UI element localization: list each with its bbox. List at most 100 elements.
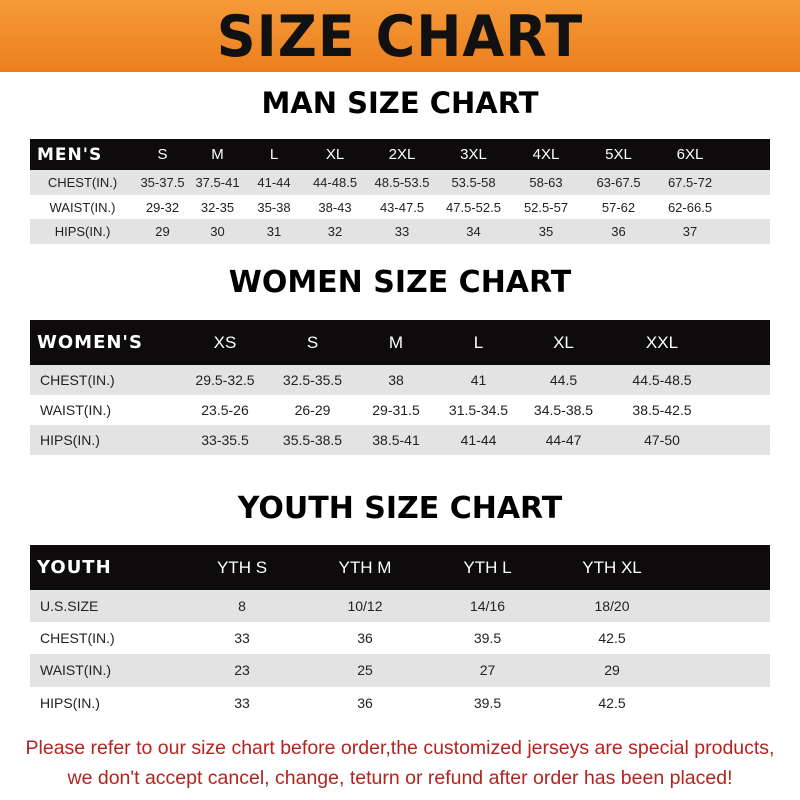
men-section-title: MAN SIZE CHART <box>261 86 539 120</box>
table-cell: 38 <box>388 372 404 388</box>
order-notice-line-1: Please refer to our size chart before or… <box>25 737 775 759</box>
table-cell: M <box>211 146 224 163</box>
table-cell: 18/20 <box>594 598 630 615</box>
table-cell: 32 <box>327 224 343 240</box>
table-cell: 30 <box>210 224 225 240</box>
table-cell: 43-47.5 <box>379 199 425 215</box>
table-cell: 44-48.5 <box>312 174 358 190</box>
table-cell: 62-66.5 <box>667 199 713 215</box>
table-row: HIPS(IN.) 33 36 39.5 42.5 <box>30 686 770 719</box>
table-cell: YTH L <box>463 557 512 577</box>
row-label: WOMEN'S <box>37 332 143 353</box>
table-cell: 34.5-38.5 <box>533 402 594 418</box>
row-label: YOUTH <box>37 557 112 578</box>
table-cell: 29 <box>604 662 620 679</box>
table-cell: 33 <box>234 630 250 647</box>
table-cell: 29.5-32.5 <box>195 372 255 388</box>
table-cell: 67.5-72 <box>667 174 713 190</box>
table-cell: 35 <box>538 224 554 240</box>
table-cell: 41 <box>470 372 487 388</box>
table-row: WAIST(IN.) 29-32 32-35 35-38 38-43 43-47.5 47.… <box>30 194 770 220</box>
row-label: CHEST(IN.) <box>40 372 115 388</box>
title-banner: SIZE CHART <box>0 0 800 72</box>
table-row: WAIST(IN.) 23 25 27 29 <box>30 654 770 687</box>
table-cell: 34 <box>466 224 481 240</box>
table-cell: XL <box>553 332 574 352</box>
table-cell: 37 <box>682 224 698 240</box>
table-row: CHEST(IN.) 35-37.5 37.5-41 41-44 44-48.5 48.5… <box>30 170 770 195</box>
table-cell: 36 <box>357 630 373 647</box>
table-cell: 42.5 <box>598 694 626 711</box>
table-cell: 47-50 <box>644 432 680 448</box>
table-cell: 36 <box>611 224 626 240</box>
table-cell: 39.5 <box>473 630 502 647</box>
table-cell: 26-29 <box>294 402 331 418</box>
table-cell: 44-47 <box>545 432 582 448</box>
table-cell: 2XL <box>388 146 416 163</box>
table-header-row: WOMEN'S XS S M L XL XXL <box>30 320 770 365</box>
table-cell: 47.5-52.5 <box>446 199 501 215</box>
order-notice: Please refer to our size chart before or… <box>0 733 800 793</box>
table-cell: 42.5 <box>598 630 626 647</box>
table-header-row: MEN'S S M L XL 2XL 3XL 4XL 5XL 6XL <box>30 139 770 170</box>
table-cell: 6XL <box>676 146 704 163</box>
table-cell: 33 <box>234 694 250 711</box>
table-cell: 37.5-41 <box>195 174 240 190</box>
table-cell: YTH M <box>338 557 392 577</box>
table-cell: 63-67.5 <box>596 174 641 190</box>
table-row: U.S.SIZE 8 10/12 14/16 18/20 <box>30 590 770 623</box>
table-cell: 23.5-26 <box>201 402 249 418</box>
table-cell: 48.5-53.5 <box>374 174 430 190</box>
table-cell: 14/16 <box>469 598 506 615</box>
row-label: CHEST(IN.) <box>40 630 115 647</box>
table-cell: 38-43 <box>318 199 352 215</box>
table-row: CHEST(IN.) 33 36 39.5 42.5 <box>30 622 770 655</box>
table-cell: 35.5-38.5 <box>282 432 343 448</box>
table-cell: S <box>306 332 319 352</box>
table-cell: XXL <box>645 332 679 352</box>
table-cell: 38.5-41 <box>372 432 420 448</box>
table-cell: 27 <box>479 662 496 679</box>
row-label: HIPS(IN.) <box>40 694 100 711</box>
table-row: CHEST(IN.) 29.5-32.5 32.5-35.5 38 41 44.5 44.5… <box>30 365 770 395</box>
table-cell: 3XL <box>460 146 487 163</box>
table-cell: 44.5-48.5 <box>632 372 692 388</box>
table-cell: 29-31.5 <box>372 402 420 418</box>
women-size-table: WOMEN'S XS S M L XL XXL CHEST(IN.) 29.5-32.5 32.5… <box>30 320 770 455</box>
table-cell: 10/12 <box>347 598 383 615</box>
table-cell: L <box>473 332 484 352</box>
row-label: U.S.SIZE <box>40 598 99 615</box>
table-row: HIPS(IN.) 33-35.5 35.5-38.5 38.5-41 41-44 44-… <box>30 425 770 455</box>
table-cell: 32-35 <box>200 199 235 215</box>
table-cell: 31 <box>266 224 282 240</box>
row-label: HIPS(IN.) <box>40 432 100 448</box>
table-cell: 31.5-34.5 <box>448 402 509 418</box>
table-cell: 58-63 <box>529 174 563 190</box>
table-cell: 52.5-57 <box>523 199 569 215</box>
row-label: HIPS(IN.) <box>54 224 111 240</box>
table-cell: 57-62 <box>601 199 636 215</box>
table-cell: 39.5 <box>473 694 502 711</box>
row-label: CHEST(IN.) <box>47 174 118 190</box>
table-cell: S <box>157 146 168 163</box>
youth-size-table: YOUTH YTH S YTH M YTH L YTH XL U.S.SIZE 8 10/12… <box>30 545 770 719</box>
table-cell: 29 <box>155 224 170 240</box>
table-cell: 8 <box>238 598 246 615</box>
table-cell: M <box>388 332 404 352</box>
row-label: WAIST(IN.) <box>40 662 112 679</box>
table-cell: 23 <box>234 662 250 679</box>
row-label: MEN'S <box>37 144 103 165</box>
table-cell: L <box>269 146 279 163</box>
youth-section-title: YOUTH SIZE CHART <box>237 491 563 526</box>
table-cell: XS <box>213 332 237 352</box>
table-cell: 5XL <box>605 146 632 163</box>
table-cell: 25 <box>357 662 373 679</box>
table-cell: 44.5 <box>549 372 578 388</box>
order-notice-line-2: we don't accept cancel, change, teturn o… <box>67 767 733 789</box>
table-cell: 38.5-42.5 <box>632 402 692 418</box>
table-cell: 36 <box>357 694 373 711</box>
table-cell: XL <box>325 146 345 163</box>
row-label: WAIST(IN.) <box>40 402 112 418</box>
table-cell: 33 <box>394 224 410 240</box>
table-cell: YTH XL <box>582 557 642 577</box>
